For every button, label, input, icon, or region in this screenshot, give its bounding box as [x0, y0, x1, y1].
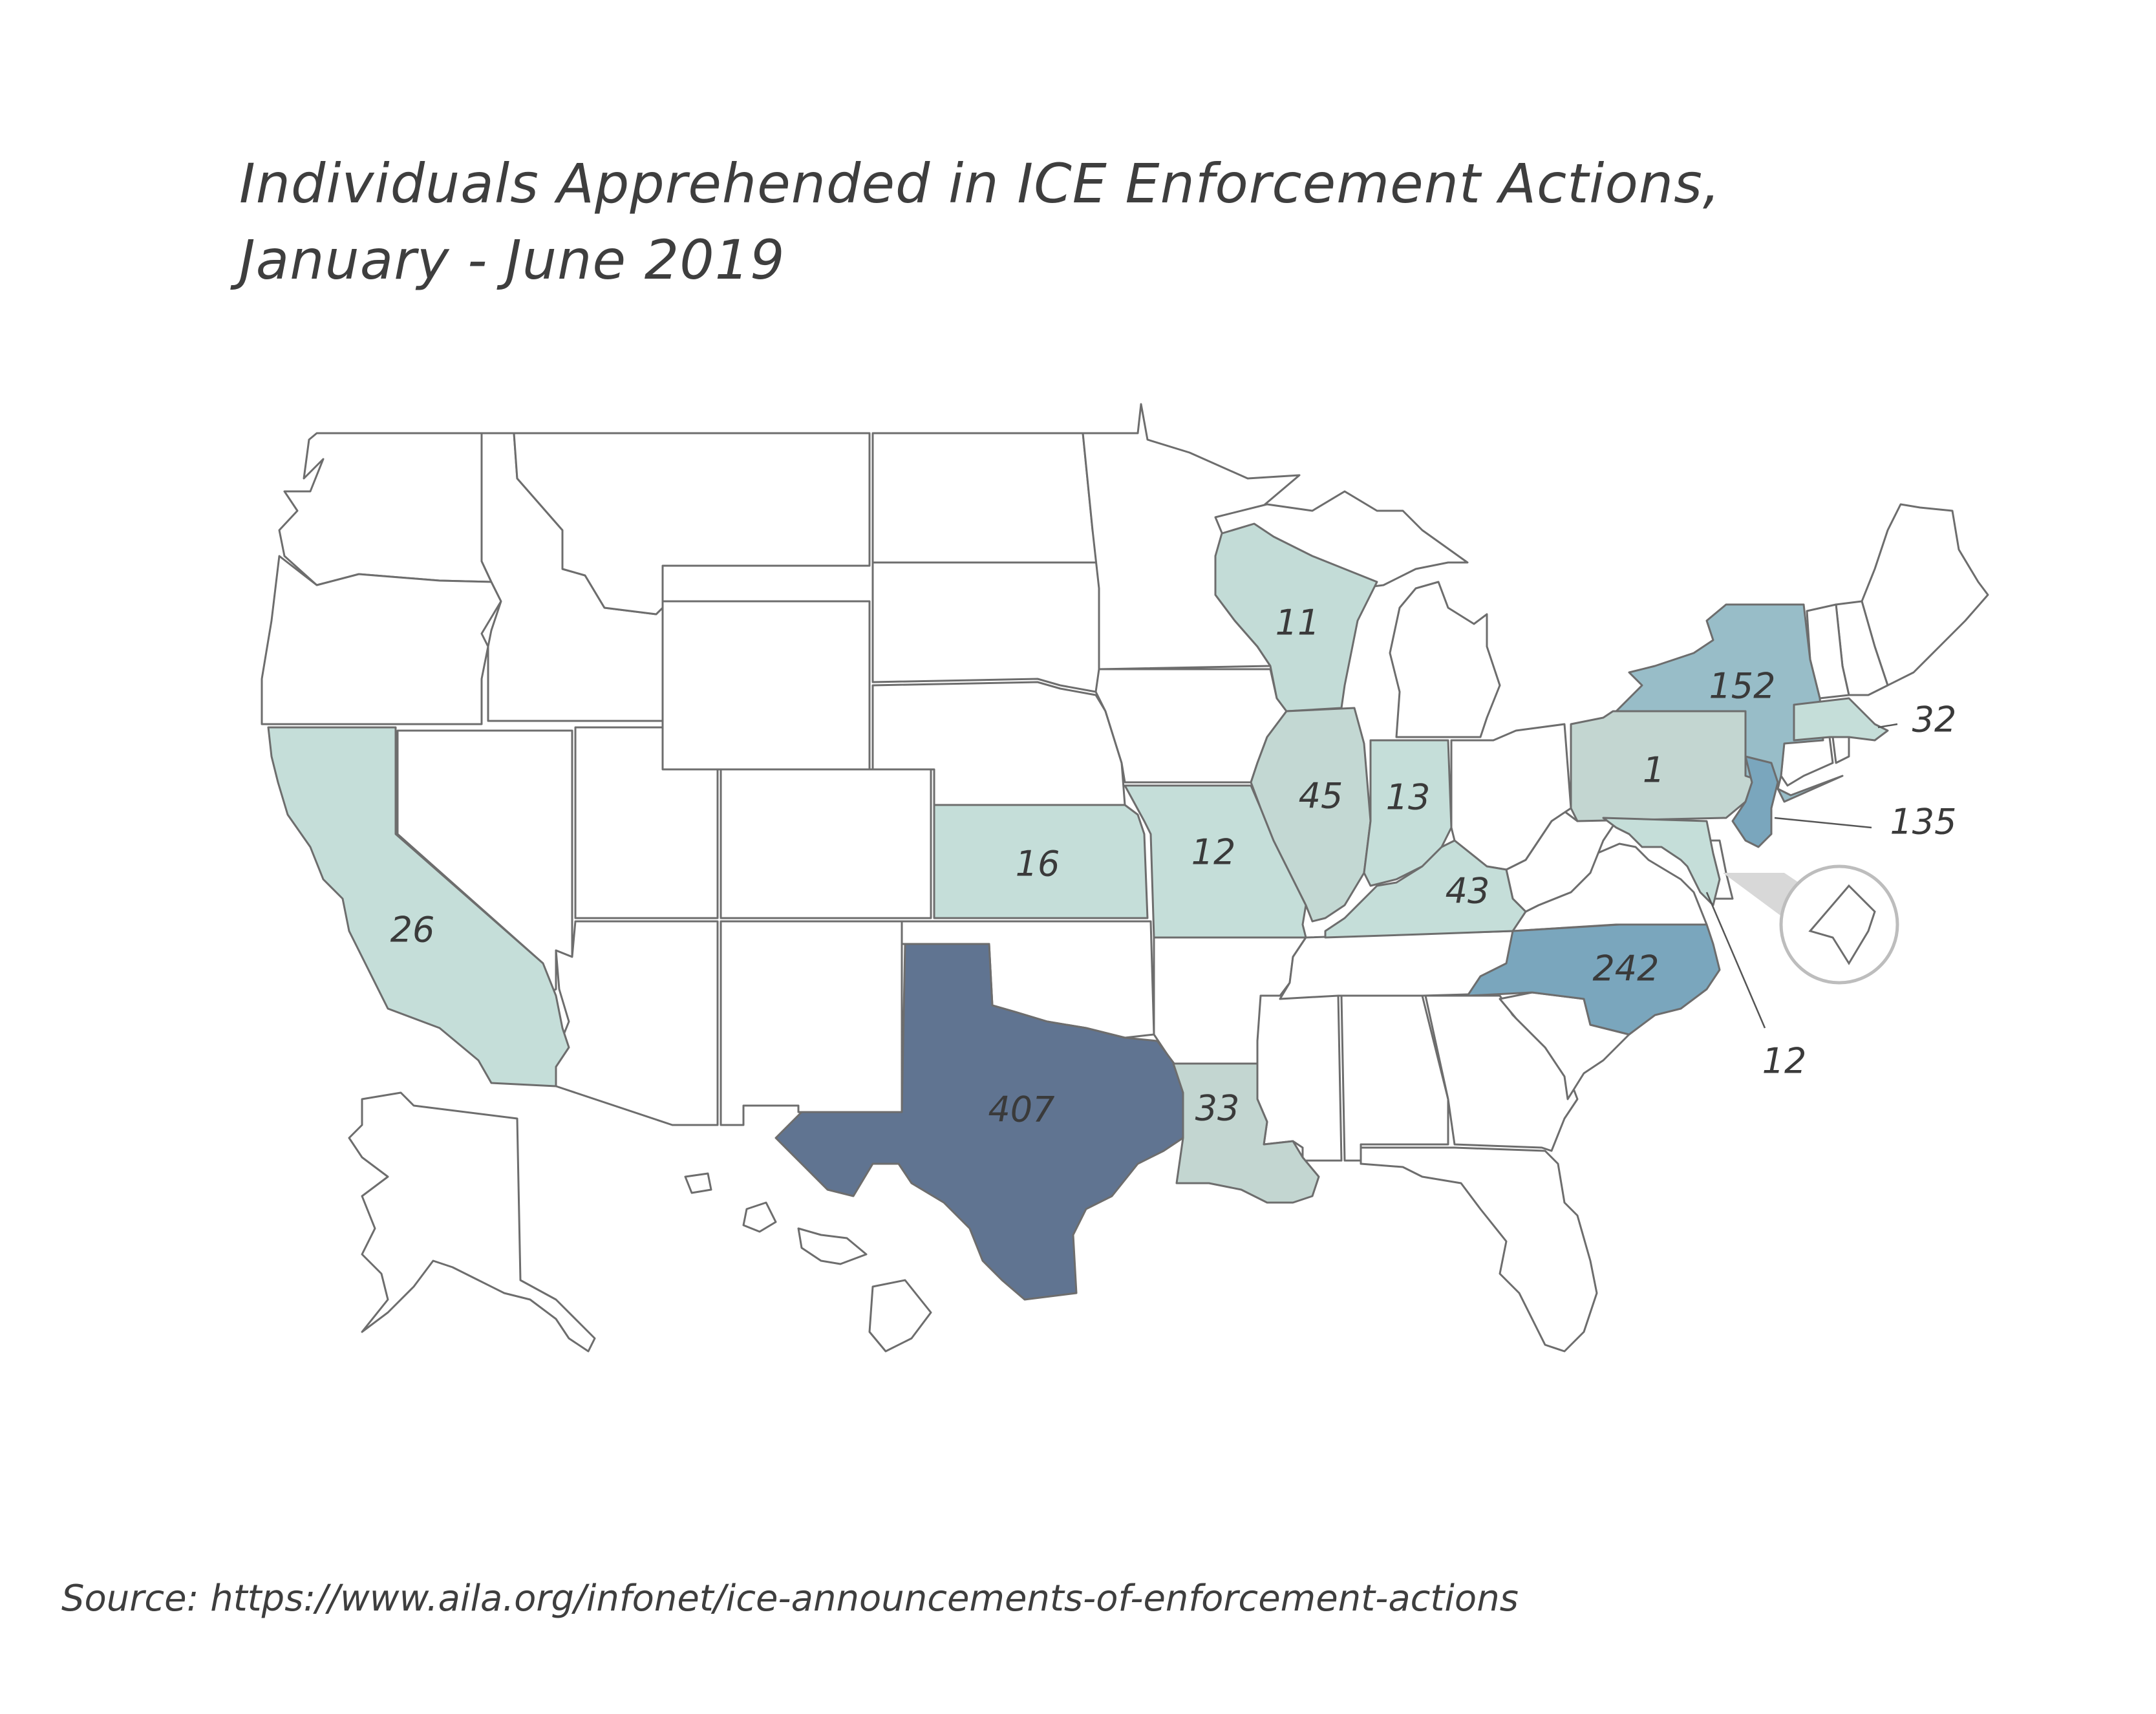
leader-lines — [1705, 723, 1898, 1029]
label-illinois: 45 — [1299, 776, 1343, 817]
state-kentucky — [1324, 839, 1527, 939]
state-illinois — [1250, 707, 1372, 923]
state-wisconsin — [1214, 522, 1378, 712]
state-utah — [574, 726, 719, 919]
state-north-carolina — [1466, 923, 1721, 1036]
label-massachusetts: 32 — [1912, 700, 1957, 740]
state-wyoming — [661, 600, 871, 771]
map-title-line-2: January - June 2019 — [239, 228, 785, 292]
state-connecticut — [1780, 736, 1834, 787]
state-mississippi — [1256, 994, 1343, 1162]
state-kansas — [933, 804, 1149, 919]
label-indiana: 13 — [1386, 777, 1431, 818]
label-pennsylvania: 1 — [1643, 750, 1665, 791]
label-texas: 407 — [988, 1089, 1054, 1130]
state-new-jersey — [1731, 755, 1779, 848]
state-rhode-island — [1831, 736, 1850, 764]
label-missouri: 12 — [1191, 832, 1236, 873]
label-louisiana: 33 — [1195, 1088, 1240, 1129]
data-states — [267, 522, 1889, 1301]
state-texas — [774, 943, 1184, 1301]
state-hawaii-1 — [684, 1172, 712, 1194]
label-kansas: 16 — [1016, 844, 1060, 884]
state-maine — [1861, 503, 1989, 687]
state-hawaii-4 — [868, 1279, 932, 1353]
state-oregon — [261, 555, 502, 725]
state-alabama — [1340, 994, 1449, 1162]
state-colorado — [720, 768, 932, 919]
map-title: Individuals Apprehended in ICE Enforceme… — [239, 145, 1721, 298]
label-california: 26 — [390, 910, 435, 950]
map-title-line-1: Individuals Apprehended in ICE Enforceme… — [239, 152, 1721, 215]
label-north-carolina: 242 — [1592, 948, 1659, 989]
label-maryland: 12 — [1762, 1041, 1807, 1082]
value-labels: 407 242 152 135 45 43 33 32 26 16 13 12 … — [390, 603, 1957, 1130]
state-north-dakota — [871, 432, 1100, 564]
label-kentucky: 43 — [1446, 871, 1490, 912]
state-california — [267, 726, 570, 1087]
leader-line-ma — [1877, 723, 1898, 729]
label-new-jersey: 135 — [1890, 802, 1956, 842]
dc-inset — [1723, 864, 1899, 985]
state-hawaii-3 — [797, 1227, 868, 1265]
state-louisiana — [1172, 1062, 1320, 1204]
state-alaska — [348, 1091, 596, 1353]
state-maryland — [1602, 817, 1721, 906]
dc-shape-icon — [1808, 884, 1876, 965]
state-washington — [278, 432, 493, 586]
state-massachusetts — [1793, 697, 1889, 742]
state-new-mexico — [720, 920, 903, 1126]
state-arizona — [555, 920, 719, 1126]
leader-line-md — [1705, 892, 1766, 1029]
label-new-york: 152 — [1709, 666, 1775, 707]
state-montana — [513, 432, 871, 616]
state-south-dakota — [871, 561, 1100, 693]
state-pennsylvania — [1570, 710, 1766, 822]
state-hawaii-2 — [742, 1201, 777, 1233]
state-indiana — [1363, 739, 1453, 887]
state-florida — [1360, 1146, 1598, 1353]
label-wisconsin: 11 — [1275, 603, 1320, 643]
no-data-states — [261, 403, 1989, 1353]
leader-line-nj — [1774, 817, 1872, 829]
source-note: Source: https://www.aila.org/infonet/ice… — [61, 1578, 1519, 1620]
